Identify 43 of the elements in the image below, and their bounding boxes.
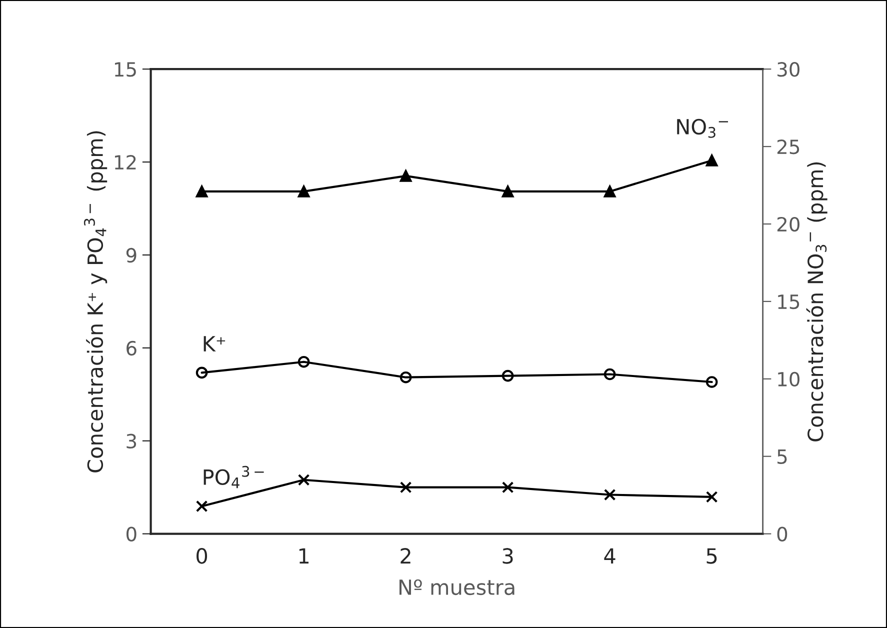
x-tick-label: 0 bbox=[196, 548, 208, 564]
point bbox=[400, 170, 412, 182]
x-tick-label: 4 bbox=[604, 548, 616, 564]
y2-axis-title: Concentración NO$_{3}$$^{−}$ (ppm) bbox=[806, 162, 828, 442]
y-tick-label: 0 bbox=[126, 526, 136, 542]
point bbox=[502, 370, 514, 382]
x-tick-label: 5 bbox=[706, 548, 717, 564]
point bbox=[706, 491, 718, 503]
series-label: PO$_{4}$$^{3−}$ bbox=[204, 466, 264, 488]
y2-tick-label: 10 bbox=[778, 372, 800, 387]
x-tick-label: 2 bbox=[400, 548, 410, 564]
x-axis-title: Nº muestra bbox=[400, 579, 514, 596]
y2-tick-label: 30 bbox=[777, 62, 800, 77]
point bbox=[604, 368, 616, 380]
point bbox=[502, 481, 514, 494]
point bbox=[502, 186, 514, 198]
y-tick-label: 9 bbox=[126, 248, 136, 263]
y2-tick-label: 5 bbox=[778, 450, 787, 464]
y-tick-label: 6 bbox=[126, 340, 136, 356]
point bbox=[400, 481, 412, 494]
point bbox=[196, 366, 208, 379]
y2-tick-label: 20 bbox=[777, 216, 800, 232]
x-tick-label: 1 bbox=[299, 548, 308, 564]
point bbox=[298, 356, 310, 368]
point bbox=[298, 186, 310, 198]
point bbox=[604, 488, 616, 501]
y-tick-label: 12 bbox=[114, 154, 136, 170]
point bbox=[706, 376, 718, 388]
y-axis-title: Concentración K⁺ y PO$_{4}$$^{3−}$ (ppm) bbox=[84, 131, 108, 472]
point bbox=[706, 154, 718, 166]
point bbox=[196, 500, 208, 512]
y2-tick-label: 25 bbox=[777, 139, 800, 154]
x-tick-label: 3 bbox=[502, 548, 513, 564]
point bbox=[196, 186, 208, 198]
point bbox=[604, 186, 616, 198]
y2-tick-label: 15 bbox=[778, 294, 800, 310]
y-tick-label: 15 bbox=[114, 62, 136, 77]
y-tick-label: 3 bbox=[126, 434, 136, 449]
point bbox=[400, 371, 412, 384]
y2-tick-label: 0 bbox=[777, 526, 788, 542]
series-label: K⁺ bbox=[204, 336, 226, 352]
point bbox=[298, 474, 310, 486]
series-label: NO$_{3}$$^{−}$ bbox=[677, 118, 728, 138]
